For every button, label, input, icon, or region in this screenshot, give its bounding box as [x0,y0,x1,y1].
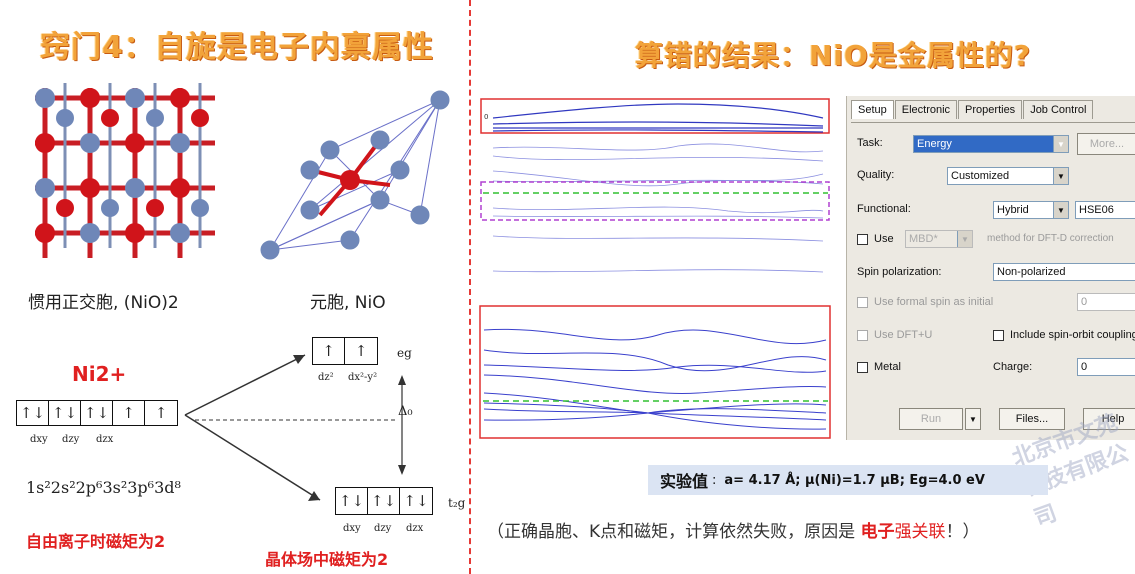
orbital-sublabel: dzx [96,434,114,445]
orbital-sublabel: dzy [374,523,392,534]
functional-select[interactable]: HSE06 [1075,201,1135,219]
delta-label: Δ₀ [398,404,413,419]
functional-type-value: Hybrid [997,204,1029,216]
orbital-cell: ↑↓ [49,401,81,425]
setup-tab-body: Task: Energy ▼ More... Quality: Customiz… [851,122,1135,400]
task-select[interactable]: Energy ▼ [913,135,1069,153]
chevron-down-icon: ▼ [957,231,972,247]
experimental-values-heading: 实验值 [660,472,709,491]
orbital-sublabel: dzy [62,434,80,445]
electron-configuration: 1s²2s²2p⁶3s²3p⁶3d⁸ [26,478,181,497]
files-button[interactable]: Files... [999,408,1065,430]
conclusion-text: （正确晶胞、K点和磁矩，计算依然失败，原因是 电子强关联！） [487,517,980,542]
orbital-sublabel: dx²-y² [348,372,378,383]
use-dispersion-checkbox-row[interactable]: Use [857,233,894,245]
left-slide-title: 窍门4：自旋是电子内禀属性 [40,30,434,65]
dftu-label: Use DFT+U [874,329,933,341]
formal-spin-label: Use formal spin as initial [874,296,994,308]
conclusion-strong-correlation: 强关联 [894,522,946,542]
tab-properties[interactable]: Properties [958,100,1023,119]
functional-type-select[interactable]: Hybrid ▼ [993,201,1069,219]
dftd-method-text: method for DFT-D correction [987,233,1114,244]
eg-orbital-box: ↑ ↑ [312,337,378,365]
tab-electronic[interactable]: Electronic [894,100,958,119]
crystal-field-moment-note: 晶体场中磁矩为2 [265,550,389,569]
dftu-checkbox-row[interactable]: Use DFT+U [857,329,932,341]
experimental-values-box: 实验值 : a= 4.17 Å; μ(Ni)=1.7 μB; Eg=4.0 eV [648,465,1048,495]
crystal-field-splitting-arrows [184,354,406,501]
calculation-setup-panel: Setup Electronic Properties Job Control … [846,96,1135,440]
orbital-sublabel: dxy [30,434,48,445]
free-ion-moment-note: 自由离子时磁矩为2 [26,532,166,551]
formal-spin-checkbox[interactable] [857,296,868,308]
caption-conventional-cell: 惯用正交胞, (NiO)2 [28,293,179,313]
metal-checkbox[interactable] [857,361,868,373]
orbital-cell: ↑ [113,401,145,425]
band-structure-bottom [479,305,831,439]
conclusion-suffix: ！） [945,522,980,542]
orbital-cell: ↑↓ [336,488,368,514]
primitive-cell-image [260,90,450,260]
orbital-cell: ↑↓ [81,401,113,425]
charge-input[interactable]: 0 [1077,358,1135,376]
dftu-checkbox[interactable] [857,329,868,341]
ion-label: Ni2+ [72,362,127,386]
charge-label: Charge: [993,361,1033,373]
quality-select[interactable]: Customized ▼ [947,167,1069,185]
more-button[interactable]: More... [1077,133,1135,155]
spin-orbit-checkbox-row[interactable]: Include spin-orbit coupling [993,329,1135,341]
dispersion-method-value: MBD* [909,233,938,245]
caption-primitive-cell: 元胞, NiO [310,293,386,313]
orbital-sublabel: dz² [318,372,334,383]
conclusion-prefix: （正确晶胞、K点和磁矩，计算依然失败，原因是 [487,522,856,542]
use-dispersion-checkbox[interactable] [857,233,868,245]
orbital-sublabel: dxy [343,523,361,534]
metal-checkbox-row[interactable]: Metal [857,361,901,373]
chevron-down-icon: ▼ [1053,136,1068,152]
orbital-cell: ↑↓ [403,492,429,510]
chevron-down-icon: ▼ [969,414,977,424]
orbital-cell: ↑ [354,342,368,360]
right-slide-title: 算错的结果：NiO是金属性的? [635,39,1032,72]
run-dropdown-button[interactable]: ▼ [965,408,981,430]
spin-polarization-label: Spin polarization: [857,266,942,278]
task-select-value: Energy [917,138,952,150]
quality-select-value: Customized [951,170,1010,182]
t2g-orbital-box: ↑↓ ↑↓ ↑↓ [335,487,433,515]
functional-value: HSE06 [1079,204,1114,216]
chevron-down-icon: ▼ [1053,168,1068,184]
spin-polarization-select[interactable]: Non-polarized [993,263,1135,281]
functional-label: Functional: [857,203,911,215]
t2g-label: t₂g [448,496,466,510]
orbital-cell: ↑↓ [368,488,400,514]
orbital-cell: ↑ [313,338,345,364]
conclusion-electron: 电子 [860,522,895,542]
tab-job-control[interactable]: Job Control [1023,100,1094,119]
spin-orbit-checkbox[interactable] [993,329,1004,341]
experimental-values-colon: : [712,472,717,488]
band-zero-label: 0 [484,113,489,121]
metal-label: Metal [874,361,901,373]
chevron-down-icon: ▼ [1053,202,1068,218]
tab-setup[interactable]: Setup [851,100,894,119]
formal-spin-input[interactable]: 0 [1077,293,1135,311]
free-ion-orbital-box: ↑↓ ↑↓ ↑↓ ↑ ↑ [16,400,178,426]
orbital-cell: ↑↓ [17,401,49,425]
formal-spin-checkbox-row[interactable]: Use formal spin as initial [857,296,993,308]
experimental-values-text: a= 4.17 Å; μ(Ni)=1.7 μB; Eg=4.0 eV [724,472,985,488]
help-button[interactable]: Help [1083,408,1135,430]
conventional-cell-image [35,83,215,258]
orbital-cell: ↑ [154,404,168,422]
slide-divider [469,0,471,574]
quality-label: Quality: [857,169,895,181]
dispersion-method-select[interactable]: MBD* ▼ [905,230,973,248]
orbital-sublabel: dzx [406,523,424,534]
band-structure-top [478,96,834,296]
task-label: Task: [857,137,883,149]
use-label: Use [874,233,894,245]
spin-polarization-value: Non-polarized [997,266,1066,278]
eg-label: eg [397,346,412,360]
spin-orbit-label: Include spin-orbit coupling [1010,329,1135,341]
run-button[interactable]: Run [899,408,963,430]
